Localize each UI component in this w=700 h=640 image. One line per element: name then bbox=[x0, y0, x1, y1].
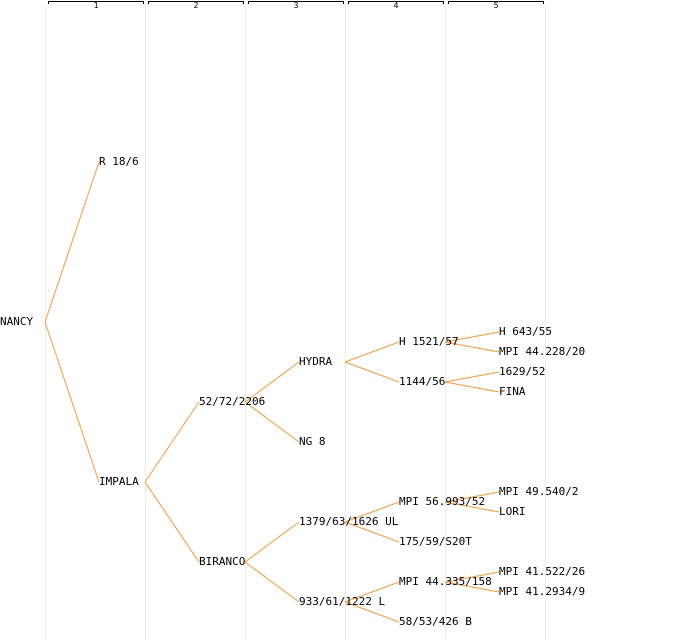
connector-mpi44-mpi41522 bbox=[444, 571, 500, 583]
column-number: 4 bbox=[393, 1, 399, 10]
tree-node-1629-52[interactable]: 1629/52 bbox=[499, 365, 546, 378]
connector-mpi56-mpi49 bbox=[444, 491, 500, 503]
connector-mpi56-lori bbox=[444, 501, 500, 513]
tree-node-mpi-56993[interactable]: MPI 56.993/52 bbox=[399, 495, 486, 508]
connector-h1521-h643 bbox=[444, 331, 500, 343]
connector-nancy-impala bbox=[44, 321, 100, 483]
column-header-5: 5 bbox=[448, 0, 544, 10]
connector-h1521-mpi44228 bbox=[444, 341, 500, 353]
connector-n1379-mpi56 bbox=[344, 501, 400, 523]
connector-nancy-r18 bbox=[44, 161, 100, 323]
tree-node-mpi-44335[interactable]: MPI 44.335/158 bbox=[399, 575, 492, 588]
tree-node-hydra[interactable]: HYDRA bbox=[299, 355, 333, 368]
tree-node-1379-63-1626[interactable]: 1379/63/1626 UL bbox=[299, 515, 399, 528]
column-divider bbox=[145, 6, 146, 640]
column-number: 3 bbox=[293, 1, 299, 10]
column-number: 2 bbox=[193, 1, 199, 10]
column-number: 1 bbox=[93, 1, 99, 10]
tree-node-h1521[interactable]: H 1521/57 bbox=[399, 335, 459, 348]
column-divider bbox=[545, 6, 546, 640]
tree-node-mpi-44228[interactable]: MPI 44.228/20 bbox=[499, 345, 586, 358]
column-header-2: 2 bbox=[148, 0, 244, 10]
column-divider bbox=[345, 6, 346, 640]
tree-node-nancy[interactable]: NANCY bbox=[0, 315, 34, 328]
connector-n1144-fina bbox=[444, 381, 500, 393]
column-number: 5 bbox=[493, 1, 499, 10]
tree-node-r18[interactable]: R 18/6 bbox=[99, 155, 139, 168]
tree-node-175-59[interactable]: 175/59/S20T bbox=[399, 535, 472, 548]
tree-node-biranco[interactable]: BIRANCO bbox=[199, 555, 246, 568]
connector-n52-ng8 bbox=[244, 401, 300, 443]
tree-node-lori[interactable]: LORI bbox=[499, 505, 526, 518]
tree-node-ng8[interactable]: NG 8 bbox=[299, 435, 326, 448]
connector-mpi44-mpi412934 bbox=[444, 581, 500, 593]
tree-node-mpi-49540[interactable]: MPI 49.540/2 bbox=[499, 485, 579, 498]
column-header-4: 4 bbox=[348, 0, 444, 10]
tree-node-h643[interactable]: H 643/55 bbox=[499, 325, 552, 338]
tree-node-1144-56[interactable]: 1144/56 bbox=[399, 375, 446, 388]
column-header-3: 3 bbox=[248, 0, 344, 10]
connector-n933-n58 bbox=[344, 601, 400, 623]
tree-node-impala[interactable]: IMPALA bbox=[99, 475, 139, 488]
tree-node-mpi-41522[interactable]: MPI 41.522/26 bbox=[499, 565, 586, 578]
tree-node-52-72-2206[interactable]: 52/72/2206 bbox=[199, 395, 266, 408]
column-divider bbox=[445, 6, 446, 640]
connector-n933-mpi44 bbox=[344, 581, 400, 603]
column-divider bbox=[245, 6, 246, 640]
connector-biranco-n933 bbox=[244, 561, 300, 603]
connector-biranco-n1379 bbox=[244, 521, 300, 563]
connector-impala-biranco bbox=[144, 481, 200, 563]
connector-n1379-n175 bbox=[344, 521, 400, 543]
tree-node-fina[interactable]: FINA bbox=[499, 385, 526, 398]
connector-n52-hydra bbox=[244, 361, 300, 403]
tree-node-58-53-426[interactable]: 58/53/426 B bbox=[399, 615, 472, 628]
connector-hydra-n1144 bbox=[344, 361, 400, 383]
connector-hydra-h1521 bbox=[344, 341, 400, 363]
connector-impala-n52 bbox=[144, 401, 200, 483]
column-header-1: 1 bbox=[48, 0, 144, 10]
tree-node-mpi-412934[interactable]: MPI 41.2934/9 bbox=[499, 585, 586, 598]
connector-n1144-n1629 bbox=[444, 371, 500, 383]
tree-node-933-61-1222[interactable]: 933/61/1222 L bbox=[299, 595, 386, 608]
